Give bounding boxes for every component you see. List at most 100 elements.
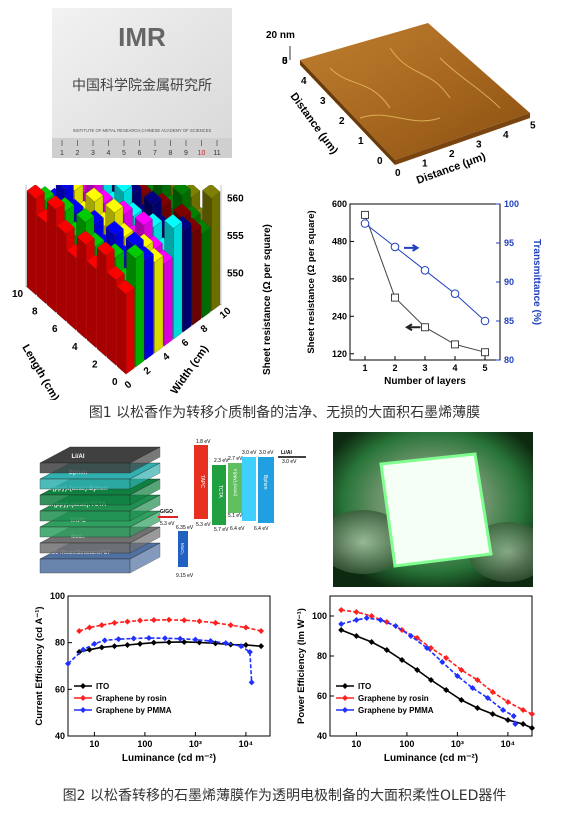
efficiency-point <box>458 697 465 703</box>
ruler-number: 2 <box>76 150 80 157</box>
efficiency-point <box>407 633 414 639</box>
oled-panel <box>379 452 493 568</box>
efficiency-point <box>248 679 255 686</box>
energy-label: 3.0 eV <box>259 450 274 456</box>
bar3d-z-tick: 550 <box>227 269 244 280</box>
stack-layer-side <box>129 494 161 522</box>
imr-photo: IMR 中国科学院金属研究所 INSTITUTE OF METAL RESEAR… <box>52 8 232 158</box>
power-efficiency-svg: 40 60 80 100 10 100 10³ 10⁴ Luminance (cd m⁻²) Po… <box>296 595 535 764</box>
bphen-level-b <box>258 457 274 523</box>
efficiency-point <box>222 640 229 647</box>
transmittance-point <box>450 289 460 298</box>
efficiency-point <box>162 635 169 642</box>
efficiency-point <box>212 619 219 626</box>
ruler-number: 5 <box>122 150 126 157</box>
efficiency-xtick-label: 100 <box>137 739 152 749</box>
efficiency-ytick-label: 40 <box>317 731 327 741</box>
bar3d-bar-side <box>56 225 67 322</box>
efficiency-ytick-label: 80 <box>317 651 327 661</box>
ruler-number: 10 <box>198 150 206 157</box>
ruler-number: 7 <box>153 150 157 157</box>
energy-label: G/GO <box>160 509 173 515</box>
current-efficiency-chart: 40 60 80 100 10 100 10³ 10⁴ Luminance (cd m⁻²) Cu… <box>30 588 280 768</box>
bar3d-bar-side <box>66 249 77 331</box>
afm-bottom-tick: 0 <box>395 168 401 179</box>
efficiency-point <box>98 644 105 651</box>
institute-text: INSTITUTE OF METAL RESEARCH,CHINESE ACAD… <box>73 128 212 133</box>
bar3d-bar-top <box>164 214 183 229</box>
ruler-number: 11 <box>213 150 220 157</box>
efficiency-point <box>196 618 203 625</box>
efficiency-ytick-label: 80 <box>55 638 65 648</box>
ruler: 1 2 3 4 5 6 7 8 9 10 11 <box>60 140 221 157</box>
efficiency-point <box>529 725 535 731</box>
efficiency-series-line <box>340 629 533 729</box>
efficiency-xtick-label: 10⁴ <box>501 739 515 749</box>
energy-label: 6.35 eV <box>176 525 194 531</box>
bar3d-bar-top <box>143 190 162 206</box>
efficiency-point <box>489 711 496 717</box>
imr-logo: IMR <box>118 22 166 52</box>
bar3d-bar <box>135 252 145 368</box>
bar3d-bar-top <box>173 203 192 218</box>
device-stack-svg: G/GO /Rosin/Structure/PETMoO₃TAPCIr(ppy)… <box>39 446 161 574</box>
efficiency-point <box>150 639 157 646</box>
efficiency-point <box>124 618 131 625</box>
efficiency-xlabel: Luminance (cd m⁻²) <box>122 753 216 764</box>
afm-bottom-tick: 3 <box>476 140 482 151</box>
energy-label: 5.7 eV <box>214 527 229 533</box>
efficiency-ytick-label: 40 <box>55 731 65 741</box>
stack-layer-side <box>129 510 161 538</box>
efficiency-point <box>392 623 399 629</box>
efficiency-point <box>368 613 375 619</box>
figure2-caption: 图2 以松香转移的石墨烯薄膜作为透明电极制备的大面积柔性OLED器件 <box>62 788 507 804</box>
energy-label: 5.1 eV <box>228 513 243 519</box>
energy-label: 6.4 eV <box>230 526 245 532</box>
efficiency-point <box>177 635 184 642</box>
bar3d-bar-top <box>85 187 104 202</box>
ruler-number: 9 <box>184 150 188 157</box>
efficiency-xtick-label: 10³ <box>451 739 464 749</box>
bar3d-width-tick: 8 <box>199 323 211 335</box>
efficiency-point <box>500 707 507 713</box>
bar3d-bar <box>182 223 192 333</box>
layer-name: MoO₃ <box>180 543 185 555</box>
energy-label: 6.4 eV <box>254 526 269 532</box>
layers-y2tick-label: 95 <box>504 238 514 248</box>
efficiency-point <box>504 699 511 705</box>
bar3d-bar <box>211 191 221 312</box>
afm-left-tick: 4 <box>301 76 307 87</box>
layer-name: Ir(ppy)₂(acac) <box>233 469 238 497</box>
bar3d-bar-side <box>26 190 37 296</box>
bar3d-bar-side <box>36 214 47 305</box>
legend-marker <box>80 683 86 689</box>
efficiency-point <box>428 677 434 683</box>
stack-layer-side <box>129 478 161 506</box>
afm-left-axis-label: Distance (μm) <box>288 91 341 157</box>
afm-left-tick: 2 <box>339 116 345 127</box>
afm-left-tick: 3 <box>320 96 326 107</box>
layers-y2tick-label: 100 <box>504 199 519 209</box>
efficiency-point <box>166 616 172 623</box>
bar3d-bar <box>201 227 211 319</box>
efficiency-point <box>529 711 535 717</box>
bar3d-bar-top <box>76 208 95 223</box>
bar3d-bar-top <box>76 230 95 245</box>
afm-left-ticks: 5 4 3 2 1 0 <box>282 56 383 167</box>
moo3-level <box>178 531 188 567</box>
efficiency-point <box>474 705 481 711</box>
figure1-caption: 图1 以松香作为转移介质制备的洁净、无损的大面积石墨烯薄膜 <box>88 405 481 421</box>
ruler-number: 1 <box>60 150 64 157</box>
bar3d-bar-top <box>116 279 135 295</box>
layers-xtick-label: 5 <box>482 363 487 373</box>
oled-photo <box>333 432 533 587</box>
energy-label: Li/Al <box>281 450 292 456</box>
energy-label: 3.0 eV <box>282 459 297 465</box>
legend-label: ITO <box>96 682 109 691</box>
efficiency-point <box>145 635 152 641</box>
transmittance-axis-arrow <box>404 244 420 252</box>
energy-label: 5.3 eV <box>160 521 175 527</box>
legend-label: Graphene by PMMA <box>96 706 172 715</box>
